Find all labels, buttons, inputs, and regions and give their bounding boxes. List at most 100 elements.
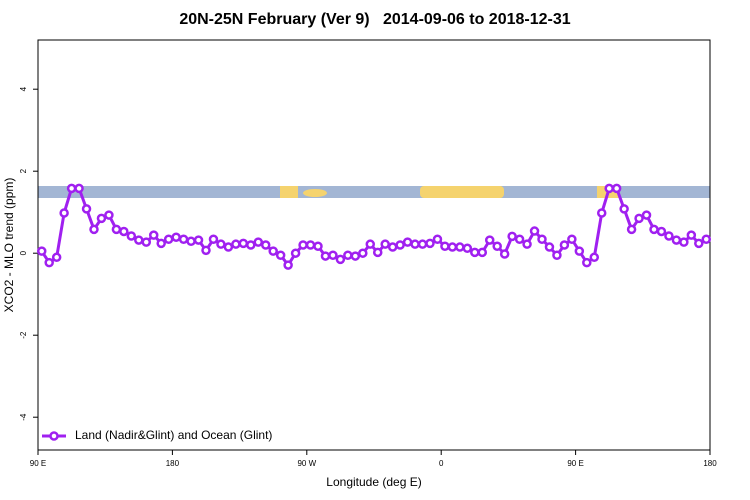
data-point bbox=[686, 230, 697, 240]
data-point bbox=[484, 235, 495, 245]
data-point bbox=[649, 224, 659, 235]
data-point bbox=[298, 240, 308, 250]
y-axis-label: XCO2 - MLO trend (ppm) bbox=[2, 178, 16, 313]
data-point bbox=[656, 226, 667, 237]
data-point bbox=[313, 241, 323, 251]
x-tick-label: 0 bbox=[439, 459, 444, 468]
data-point bbox=[238, 238, 249, 249]
plot-frame bbox=[37, 39, 711, 451]
data-point bbox=[201, 245, 211, 256]
data-point bbox=[283, 260, 293, 270]
data-point bbox=[447, 242, 458, 252]
x-tick-label: 180 bbox=[166, 459, 180, 468]
data-point bbox=[619, 204, 629, 214]
data-point bbox=[246, 240, 256, 250]
data-point bbox=[134, 235, 144, 245]
y-tick-label: -4 bbox=[19, 413, 28, 421]
data-point bbox=[178, 234, 189, 245]
data-point bbox=[417, 239, 428, 249]
data-point bbox=[305, 240, 316, 250]
data-point bbox=[694, 238, 704, 249]
legend-marker bbox=[49, 431, 59, 441]
data-point bbox=[268, 246, 278, 256]
data-point bbox=[529, 226, 540, 236]
data-point bbox=[611, 183, 622, 194]
data-point bbox=[701, 234, 712, 245]
data-point bbox=[96, 213, 107, 224]
data-point bbox=[544, 242, 555, 252]
data-point bbox=[253, 237, 264, 247]
data-point bbox=[380, 239, 390, 249]
data-point bbox=[552, 250, 562, 260]
x-tick-label: 180 bbox=[703, 459, 717, 468]
data-point bbox=[395, 240, 405, 250]
data-point bbox=[36, 246, 47, 256]
data-point bbox=[522, 239, 532, 249]
data-point bbox=[664, 231, 674, 241]
data-point bbox=[163, 234, 174, 245]
data-point bbox=[81, 204, 92, 214]
data-point bbox=[462, 243, 473, 254]
data-point bbox=[260, 240, 271, 250]
data-point bbox=[537, 234, 547, 245]
x-tick-label: 90 E bbox=[30, 459, 46, 468]
data-point bbox=[387, 242, 398, 252]
data-point bbox=[492, 241, 502, 251]
data-point bbox=[44, 257, 54, 268]
data-point bbox=[59, 208, 69, 218]
x-tick-label: 90 W bbox=[297, 459, 316, 468]
data-point bbox=[335, 254, 346, 265]
data-point bbox=[275, 250, 286, 260]
data-point bbox=[589, 252, 600, 263]
data-point bbox=[156, 238, 166, 249]
data-point bbox=[119, 226, 129, 237]
data-point bbox=[216, 239, 226, 249]
data-point bbox=[477, 247, 488, 258]
data-point bbox=[514, 234, 525, 245]
legend-label: Land (Nadir&Glint) and Ocean (Glint) bbox=[75, 428, 272, 442]
data-point bbox=[604, 183, 614, 194]
data-point bbox=[470, 247, 480, 258]
data-point bbox=[343, 250, 353, 260]
data-point bbox=[626, 224, 637, 235]
data-point bbox=[425, 238, 435, 249]
data-point bbox=[193, 235, 204, 245]
data-point bbox=[432, 234, 443, 245]
chart-title: 20N-25N February (Ver 9) 2014-09-06 to 2… bbox=[179, 11, 570, 28]
data-point bbox=[231, 239, 241, 249]
data-point bbox=[402, 237, 413, 247]
data-point bbox=[148, 230, 159, 240]
data-point bbox=[171, 232, 181, 242]
data-point bbox=[111, 224, 122, 235]
data-point bbox=[410, 239, 420, 249]
y-tick-label: 0 bbox=[19, 250, 28, 255]
data-point bbox=[596, 208, 607, 218]
data-point bbox=[440, 241, 450, 251]
x-axis-label: Longitude (deg E) bbox=[326, 475, 421, 489]
data-point bbox=[350, 251, 361, 261]
data-point bbox=[507, 231, 517, 242]
data-point bbox=[208, 234, 219, 245]
data-point bbox=[290, 248, 301, 258]
y-tick-label: 4 bbox=[19, 86, 28, 91]
data-point bbox=[582, 257, 592, 268]
data-point bbox=[126, 231, 137, 241]
data-point bbox=[89, 224, 99, 235]
data-point bbox=[328, 250, 338, 260]
data-point bbox=[51, 252, 62, 263]
x-tick-label: 90 E bbox=[567, 459, 583, 468]
data-point bbox=[320, 251, 331, 261]
data-point bbox=[372, 247, 383, 258]
y-tick-label: -2 bbox=[19, 331, 28, 339]
data-point bbox=[567, 234, 577, 245]
data-point bbox=[358, 248, 368, 258]
data-point bbox=[574, 246, 585, 256]
data-point bbox=[641, 210, 652, 220]
data-point bbox=[223, 242, 234, 252]
data-point bbox=[455, 242, 465, 252]
data-point bbox=[365, 239, 376, 249]
data-point bbox=[671, 235, 682, 245]
land-ocean-strip bbox=[38, 186, 710, 198]
data-point bbox=[74, 183, 84, 194]
